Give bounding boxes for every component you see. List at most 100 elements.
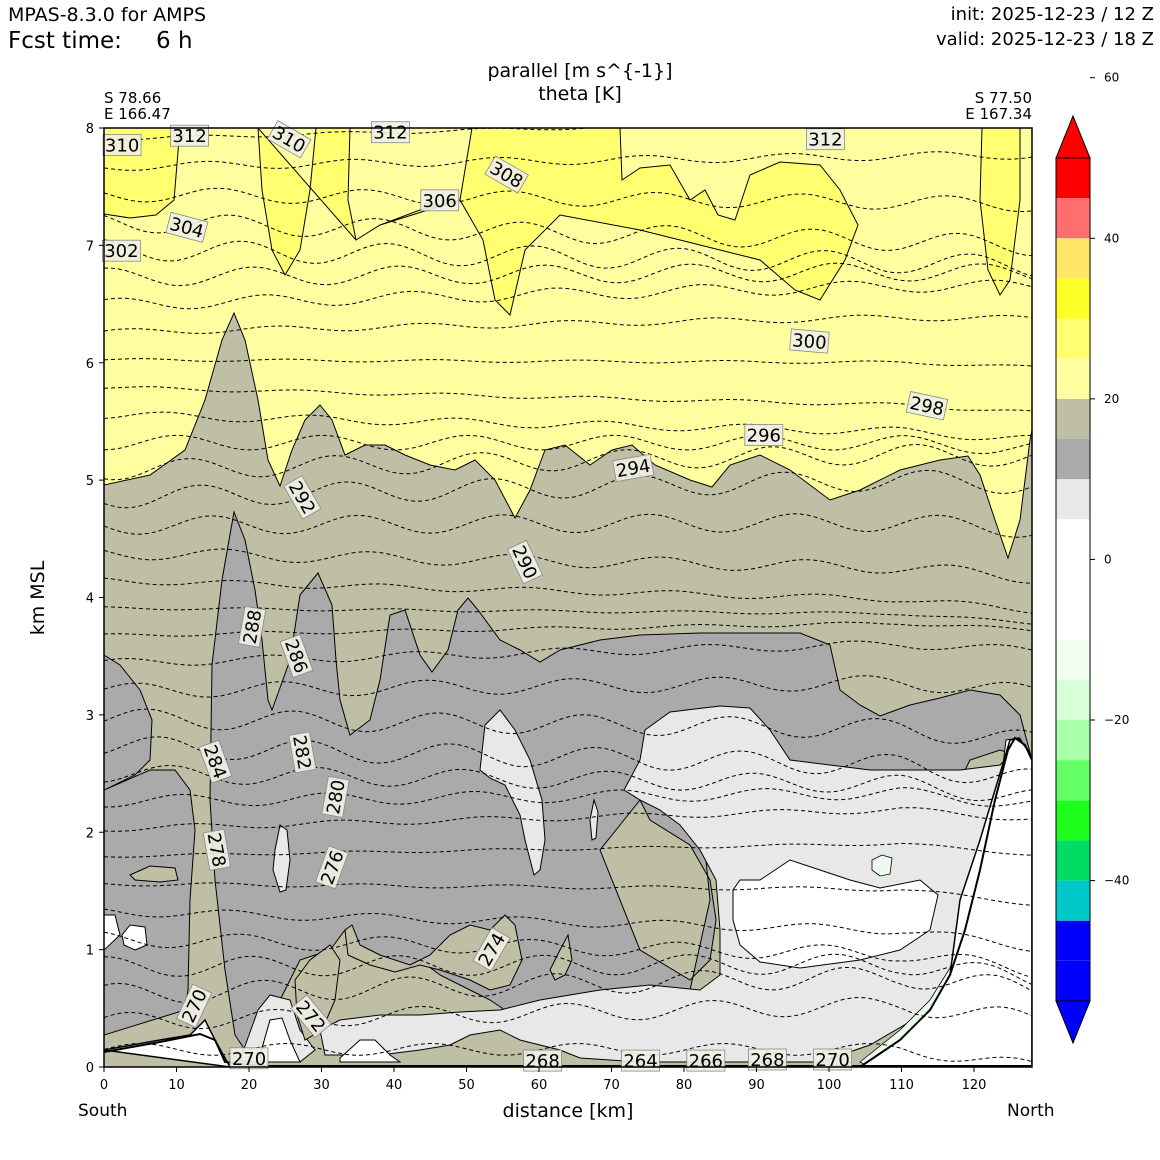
y-tick-label: 1 (86, 944, 94, 959)
theta-label-text: 270 (815, 1050, 849, 1071)
theta-contour-lines (104, 128, 1032, 1063)
colorbar-level (1056, 238, 1090, 279)
theta-label-box (315, 845, 349, 890)
x-tick-label: 30 (313, 1078, 330, 1093)
x-tick-label: 50 (458, 1078, 475, 1093)
theta-label-text: 312 (373, 123, 407, 144)
colorbar-tick-label: −20 (1104, 713, 1129, 727)
colorbar-level (1056, 439, 1090, 480)
y-tick-label: 5 (86, 474, 94, 489)
x-axis-label: distance [km] (502, 1100, 634, 1122)
theta-label: 268 (523, 1049, 562, 1072)
colorbar-tick-label: 40 (1104, 231, 1119, 245)
theta-contour-line (104, 548, 1032, 584)
theta-label: 270 (813, 1048, 852, 1071)
x-tick-label: 70 (603, 1078, 620, 1093)
y-tick-label: 7 (86, 239, 94, 254)
end-latitude: S 77.50 (974, 89, 1032, 107)
theta-label-box (621, 1049, 660, 1072)
theta-label-box (102, 239, 141, 262)
theta-contour-line (104, 842, 1032, 858)
theta-label-box (484, 155, 529, 194)
theta-label-text: 306 (423, 191, 457, 212)
y-tick-label: 3 (86, 709, 94, 724)
theta-contour-line (104, 151, 1032, 171)
theta-label-text: 300 (791, 330, 827, 354)
colorbar-level (1056, 358, 1090, 399)
colorbar-level (1056, 840, 1090, 881)
colorbar-level (1056, 278, 1090, 319)
theta-label: 310 (102, 134, 142, 157)
colorbar-ticks: 60 40 20 0 −20 −40 (1090, 71, 1129, 888)
theta-contour-line (104, 931, 1032, 978)
x-tick-label: 0 (100, 1078, 108, 1093)
region-gray-light (239, 705, 1029, 1063)
theta-label-box (279, 634, 314, 678)
theta-label-box (612, 453, 655, 483)
theta-label-box (170, 124, 210, 147)
theta-label-box (283, 475, 322, 520)
theta-label: 282 (288, 731, 317, 774)
theta-label-text: 268 (750, 1050, 784, 1071)
theta-label-text: 264 (623, 1051, 657, 1072)
colorbar-level (1056, 880, 1090, 921)
theta-label: 288 (238, 605, 266, 648)
y-tick-label: 8 (86, 122, 94, 137)
theta-contour-line (104, 764, 1032, 802)
theta-contour-line (104, 675, 1032, 698)
theta-label-box (290, 994, 332, 1039)
theta-contour-line (104, 807, 1032, 832)
model-title: MPAS-8.3.0 for AMPS (8, 4, 207, 26)
theta-label-box (472, 927, 511, 972)
theta-contour-line (104, 606, 1032, 625)
colorbar-extend-min (1055, 1000, 1091, 1045)
x-tick-label: 110 (889, 1078, 914, 1093)
theta-contour-line (104, 967, 1032, 1004)
colorbar (1055, 114, 1091, 1045)
theta-contour-line (104, 469, 1032, 509)
theta-label-text: 312 (172, 126, 206, 147)
theta-contour-line (104, 434, 1032, 455)
theta-label: 306 (420, 189, 460, 212)
theta-contour-line (104, 577, 1032, 614)
theta-contour-line (104, 953, 1032, 986)
start-longitude: E 166.47 (104, 105, 171, 123)
y-axis-ticks: 0 1 2 3 4 5 6 7 8 (86, 122, 104, 1076)
theta-contour-line (104, 411, 1032, 441)
theta-contour-line (104, 736, 1032, 784)
theta-label: 298 (905, 391, 949, 421)
colorbar-level (1056, 519, 1090, 560)
theta-contour-line (104, 513, 1032, 538)
theta-label-text: 296 (747, 426, 781, 447)
theta-label: 300 (789, 328, 830, 354)
theta-label-box (686, 1049, 726, 1072)
theta-contour-line (104, 640, 1032, 666)
theta-contour-line (104, 358, 1032, 367)
theta-contour-line (104, 882, 1032, 906)
theta-label-text: 266 (689, 1051, 723, 1072)
theta-label-text: 302 (104, 241, 138, 262)
colorbar-extend-max (1055, 114, 1091, 159)
y-tick-label: 4 (86, 592, 94, 607)
theta-label: 296 (744, 424, 784, 447)
x-tick-label: 80 (676, 1078, 693, 1093)
y-tick-label: 2 (86, 826, 94, 841)
theta-label-box (370, 121, 410, 144)
theta-label-box (176, 983, 213, 1028)
theta-contour-line (104, 708, 1032, 744)
valid-time: valid: 2025-12-23 / 18 Z (936, 29, 1154, 50)
x-tick-label: 10 (168, 1078, 185, 1093)
theta-label-text: 268 (525, 1051, 559, 1072)
init-time: init: 2025-12-23 / 12 Z (950, 4, 1154, 25)
colorbar-tick-label: 20 (1104, 392, 1119, 406)
theta-label-text: 312 (808, 130, 842, 151)
theta-contour-line (104, 279, 1032, 310)
theta-label-box (198, 739, 233, 784)
theta-label-box (288, 731, 317, 774)
theta-contour-label-group: 310 312 310 312 3123083063043023002982962942… (102, 120, 949, 1072)
colorbar-level (1056, 559, 1090, 600)
theta-label: 302 (102, 239, 141, 262)
region-yellow-bright (104, 128, 1021, 316)
forecast-time-label: Fcst time: (8, 28, 122, 54)
